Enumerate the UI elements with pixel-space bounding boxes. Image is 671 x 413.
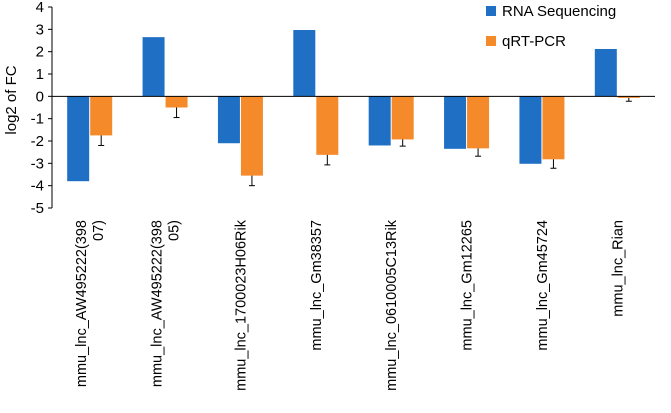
category-label: mmu_lnc_0610005C13Rik: [384, 219, 400, 391]
y-tick-label: 1: [36, 66, 44, 83]
category-label: mmu_lnc_Gm45724: [535, 220, 551, 351]
y-axis: -5 -4 -3 -2 -1 0 1 2 3 4: [31, 0, 53, 217]
bar-qrt-pcr: [617, 96, 640, 98]
bar-qrt-pcr: [316, 96, 339, 155]
bar-rna-seq: [217, 96, 240, 144]
bar-qrt-pcr: [467, 96, 490, 149]
legend-swatch: [486, 6, 496, 16]
y-tick-label: -2: [31, 133, 44, 150]
y-tick-label: 3: [36, 21, 44, 38]
legend-label: RNA Sequencing: [502, 3, 616, 20]
bar-qrt-pcr: [542, 96, 565, 160]
category-label: mmu_lnc_Gm12265: [460, 220, 476, 351]
bar-qrt-pcr: [165, 96, 188, 108]
legend-label: qRT-PCR: [502, 33, 566, 50]
bar-qrt-pcr: [240, 96, 263, 176]
category-label: mmu_lnc_Gm38357: [309, 220, 325, 351]
y-tick-label: -4: [31, 178, 44, 195]
y-tick-label: 2: [36, 44, 44, 61]
bar-rna-seq: [67, 96, 90, 182]
category-label: 05): [167, 220, 183, 241]
bar-rna-seq: [444, 96, 467, 149]
y-tick-label: -3: [31, 155, 44, 172]
y-tick-label: -1: [31, 111, 44, 128]
y-axis-title: log2 of FC: [3, 65, 20, 134]
bar-rna-seq: [293, 30, 316, 97]
bars: [67, 30, 640, 182]
y-tick-label: -5: [31, 200, 44, 217]
bar-rna-seq: [519, 96, 542, 164]
bar-qrt-pcr: [391, 96, 414, 140]
legend-swatch: [486, 36, 496, 46]
bar-rna-seq: [594, 48, 617, 97]
error-bars: [98, 97, 632, 187]
y-tick-label: 4: [36, 0, 44, 16]
bar-qrt-pcr: [90, 96, 113, 136]
category-labels: mmu_lnc_AW495222(398 07) mmu_lnc_AW495222(…: [74, 219, 626, 391]
category-label: mmu_lnc_AW495222(398: [74, 220, 90, 387]
legend: RNA Sequencing qRT-PCR: [486, 3, 616, 50]
category-label: mmu_lnc_AW495222(398: [150, 220, 166, 387]
bar-rna-seq: [368, 96, 391, 146]
category-label: 07): [91, 220, 107, 241]
category-label: mmu_lnc_Rian: [610, 220, 626, 317]
category-label: mmu_lnc_1700023H06Rik: [233, 219, 249, 391]
y-tick-label: 0: [36, 88, 44, 105]
bar-rna-seq: [142, 37, 165, 97]
